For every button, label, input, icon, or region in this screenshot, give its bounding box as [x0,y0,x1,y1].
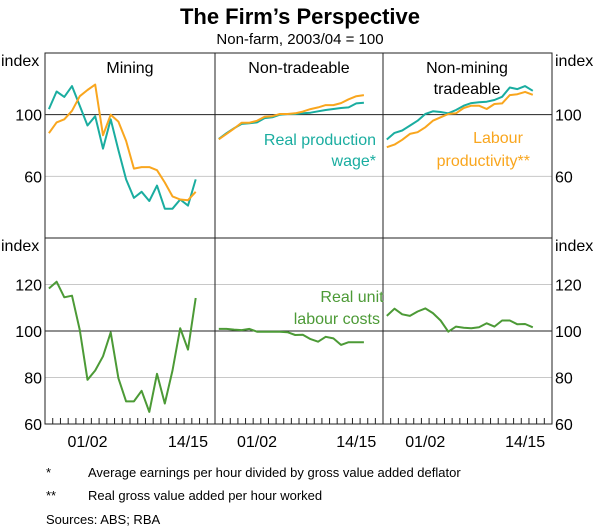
x-tick-label-01-02: 01/02 [405,434,445,451]
series-line-non-mining-tradeable-labour-productivity [386,90,534,149]
y-unit-bottom-right: index [555,238,593,255]
y-tick-label-right-bottom-80: 80 [555,371,573,388]
y-tick-label-left-bottom-120: 120 [15,278,42,295]
panel-title-mining: Mining [106,60,153,77]
y-unit-top-right: index [555,53,593,70]
y-unit-top-left: index [1,53,39,70]
y-tick-label-left-bottom-60: 60 [24,417,42,434]
series-layer [47,83,534,413]
panel-title-non-mining-tradeable-1: Non-mining [426,60,508,77]
annotation-wage-1: Real production [264,132,376,149]
y-tick-label-right-bottom-120: 120 [555,278,582,295]
panel-title-non-tradeable: Non-tradeable [248,60,350,77]
chart-subtitle: Non-farm, 2003/04 = 100 [216,31,383,48]
axis-ticks: 60 60 100 100 60 60 80 80 100 100 120 120 01/02 14/15… [15,108,582,451]
series-line-mining-labour-productivity [48,83,197,202]
y-tick-label-right-top-100: 100 [555,108,582,125]
series-line-non-tradeable-labour-productivity [218,94,365,141]
footnote-mark-1: * [46,465,51,480]
y-tick-label-right-bottom-60: 60 [555,417,573,434]
panel-frames [44,52,553,425]
annotation-productivity-2: productivity** [437,153,530,170]
x-tick-label-01-02: 01/02 [237,434,277,451]
series-line-mining-real-production-wage [47,85,197,210]
annotation-productivity-1: Labour [473,130,523,147]
x-tick-label-14-15: 14/15 [336,434,376,451]
series-line-non-tradeable-real-unit-labour-costs [218,327,364,346]
sources-note: Sources: ABS; RBA [46,512,160,527]
series-line-non-mining-tradeable-real-production-wage [386,85,534,141]
x-tick-label-14-15: 14/15 [505,434,545,451]
y-tick-label-right-top-60: 60 [555,169,573,186]
y-unit-bottom-left: index [1,238,39,255]
chart-title: The Firm’s Perspective [180,4,420,29]
series-line-mining-real-unit-labour-costs [48,280,197,413]
y-tick-label-right-bottom-100: 100 [555,324,582,341]
footnote-text-1: Average earnings per hour divided by gro… [88,465,461,480]
x-tick-label-14-15: 14/15 [168,434,208,451]
panel-title-non-mining-tradeable-2: tradeable [434,81,501,98]
y-tick-label-left-bottom-100: 100 [15,324,42,341]
footnote-text-2: Real gross value added per hour worked [88,488,322,503]
footnote-mark-2: ** [46,488,56,503]
y-tick-label-left-bottom-80: 80 [24,371,42,388]
series-line-non-mining-tradeable-real-unit-labour-costs [386,307,534,333]
y-tick-label-left-top-60: 60 [24,169,42,186]
annotation-wage-2: wage* [331,153,376,170]
gridlines [45,114,552,378]
annotation-rulc-2: labour costs [294,311,380,328]
y-tick-label-left-top-100: 100 [15,108,42,125]
annotation-rulc-1: Real unit [320,289,384,306]
x-tick-label-01-02: 01/02 [67,434,107,451]
